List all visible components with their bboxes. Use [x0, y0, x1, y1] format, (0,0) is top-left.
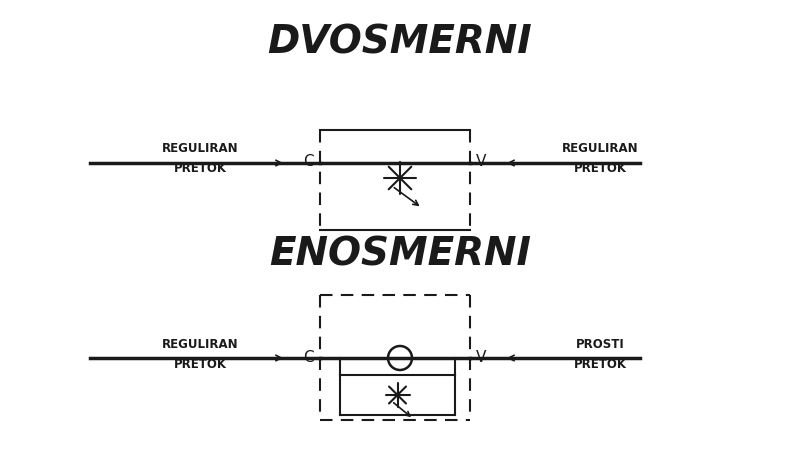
Text: PRETOK: PRETOK: [174, 357, 226, 370]
Text: PROSTI: PROSTI: [576, 338, 624, 351]
Text: REGULIRAN: REGULIRAN: [562, 143, 638, 156]
Text: V: V: [476, 154, 486, 170]
Text: PRETOK: PRETOK: [574, 357, 626, 370]
Text: DVOSMERNI: DVOSMERNI: [268, 23, 532, 61]
Text: PRETOK: PRETOK: [574, 162, 626, 176]
Text: PRETOK: PRETOK: [174, 162, 226, 176]
Text: C: C: [303, 154, 314, 170]
Text: C: C: [303, 350, 314, 365]
Text: ENOSMERNI: ENOSMERNI: [269, 236, 531, 274]
Text: V: V: [476, 350, 486, 365]
Text: REGULIRAN: REGULIRAN: [162, 338, 238, 351]
Text: REGULIRAN: REGULIRAN: [162, 143, 238, 156]
